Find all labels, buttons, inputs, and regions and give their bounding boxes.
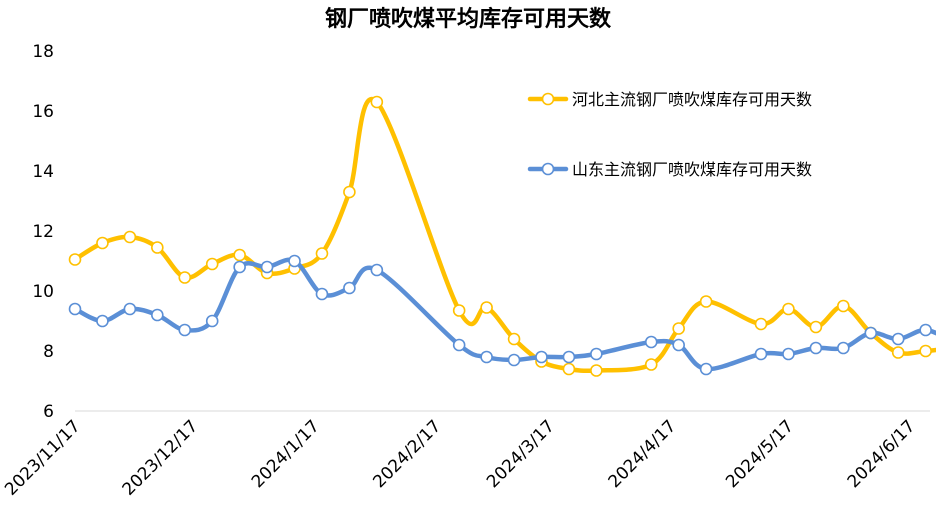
y-tick-label: 12 [32, 222, 54, 242]
chart-title: 钢厂喷吹煤平均库存可用天数 [325, 6, 612, 32]
data-point [233, 248, 246, 262]
data-point [782, 347, 795, 361]
x-tick-label: 2024/6/17 [844, 416, 920, 492]
data-point [507, 353, 521, 367]
data-point [809, 341, 823, 355]
data-point [343, 281, 356, 295]
data-point [68, 253, 82, 266]
data-point [562, 362, 576, 376]
series-layer [68, 95, 936, 377]
y-tick-label: 16 [32, 102, 54, 122]
data-point [205, 257, 219, 271]
x-tick-label: 2024/5/17 [722, 416, 798, 492]
x-tick-label: 2024/4/17 [605, 416, 681, 492]
y-tick-label: 14 [32, 162, 54, 182]
data-point [343, 185, 356, 199]
legend-swatch-marker [541, 92, 555, 106]
y-tick-label: 10 [32, 282, 54, 302]
data-point [809, 320, 823, 334]
data-point [919, 323, 932, 337]
y-tick-label: 6 [43, 402, 54, 422]
data-point [891, 332, 905, 346]
data-point [68, 302, 82, 316]
axes: 6 8 10 12 14 16 18 2023/11/17 2023/12/17 2024/1/1… [1, 42, 930, 500]
data-point [370, 95, 384, 109]
data-point [644, 358, 658, 371]
data-point [96, 314, 109, 328]
legend-label: 山东主流钢厂喷吹煤库存可用天数 [572, 160, 812, 179]
data-point [123, 302, 137, 316]
data-point [480, 301, 493, 314]
series-line [72, 257, 936, 372]
data-point [837, 341, 850, 355]
data-point [151, 308, 164, 322]
data-point [754, 347, 768, 361]
data-point [123, 230, 137, 244]
data-point [535, 350, 548, 364]
data-point [672, 338, 685, 352]
data-point [260, 260, 274, 274]
y-tick-label: 18 [32, 42, 54, 62]
data-point [672, 322, 685, 335]
data-point [699, 295, 713, 308]
data-point [178, 323, 192, 337]
data-point [644, 335, 658, 349]
x-tick-label: 2024/2/17 [369, 416, 445, 492]
data-point [288, 254, 301, 268]
data-point [315, 287, 329, 301]
data-point [370, 263, 384, 277]
y-tick-label: 8 [43, 342, 54, 362]
data-point [480, 350, 493, 364]
x-tick-label: 2023/11/17 [1, 416, 84, 499]
data-point [96, 236, 109, 250]
data-point [919, 344, 932, 358]
data-point [590, 364, 603, 377]
data-point [233, 260, 246, 274]
data-point [782, 302, 795, 316]
x-tick-label: 2024/3/17 [483, 416, 559, 492]
data-point [452, 338, 466, 352]
series-shandong [68, 254, 936, 376]
data-point [178, 271, 192, 284]
data-point [507, 332, 521, 346]
data-point [754, 317, 768, 331]
legend-swatch-marker [541, 162, 555, 176]
data-point [590, 347, 603, 361]
data-point [315, 247, 329, 260]
data-point [699, 362, 713, 376]
x-tick-label: 2023/12/17 [119, 416, 202, 499]
legend-label: 河北主流钢厂喷吹煤库存可用天数 [572, 90, 812, 109]
data-point [864, 326, 878, 340]
data-point [205, 314, 219, 328]
data-point [452, 304, 466, 317]
data-point [562, 350, 576, 364]
series-hebei [68, 95, 936, 377]
data-point [151, 241, 164, 254]
data-point [891, 346, 905, 359]
x-tick-label: 2024/1/17 [248, 416, 324, 492]
data-point [837, 299, 850, 313]
